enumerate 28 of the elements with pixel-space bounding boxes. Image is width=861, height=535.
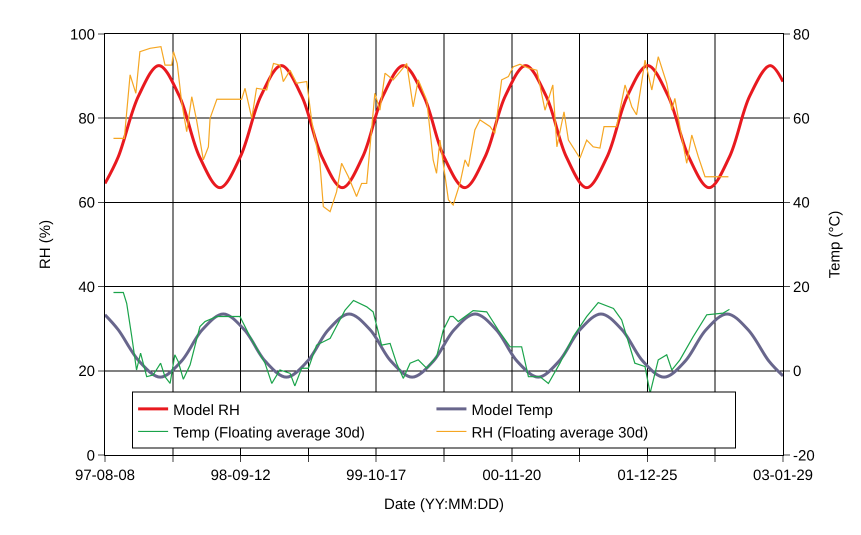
y-tick-label: 80 bbox=[78, 110, 95, 128]
y-tick-label: 40 bbox=[78, 278, 95, 296]
x-tick-label: 03-01-29 bbox=[752, 467, 814, 484]
line-series bbox=[112, 292, 730, 394]
y-tick-label: 60 bbox=[78, 194, 95, 212]
y2-tick-label: -20 bbox=[793, 447, 815, 464]
x-tick-label: 99-10-17 bbox=[346, 467, 406, 484]
y2-tick-label: 60 bbox=[793, 110, 810, 128]
x-tick-label: 00-11-20 bbox=[482, 467, 542, 484]
y-tick-label: 20 bbox=[78, 363, 95, 380]
x-tick-label: 97-08-08 bbox=[74, 467, 136, 484]
y2-tick-label: 20 bbox=[793, 278, 810, 296]
y2-tick-label: 80 bbox=[793, 26, 810, 44]
y-tick-label: 0 bbox=[86, 447, 95, 464]
legend-label: RH (Floating average 30d) bbox=[471, 424, 648, 442]
x-tick-label: 01-12-25 bbox=[617, 467, 678, 484]
legend-label: Model Temp bbox=[471, 402, 553, 419]
y2-axis-title: Temp (°C) bbox=[826, 210, 844, 278]
y-tick-label: 100 bbox=[70, 26, 95, 44]
x-axis-title: Date (YY:MM:DD) bbox=[384, 496, 504, 513]
line-series bbox=[105, 64, 783, 190]
y2-tick-label: 0 bbox=[793, 363, 802, 380]
x-tick-label: 98-09-12 bbox=[210, 467, 271, 484]
legend-label: Temp (Floating average 30d) bbox=[173, 424, 365, 442]
line-series bbox=[112, 46, 730, 212]
y2-tick-label: 40 bbox=[793, 194, 810, 212]
y-axis-title: RH (%) bbox=[37, 220, 54, 270]
legend-label: Model RH bbox=[173, 402, 240, 419]
